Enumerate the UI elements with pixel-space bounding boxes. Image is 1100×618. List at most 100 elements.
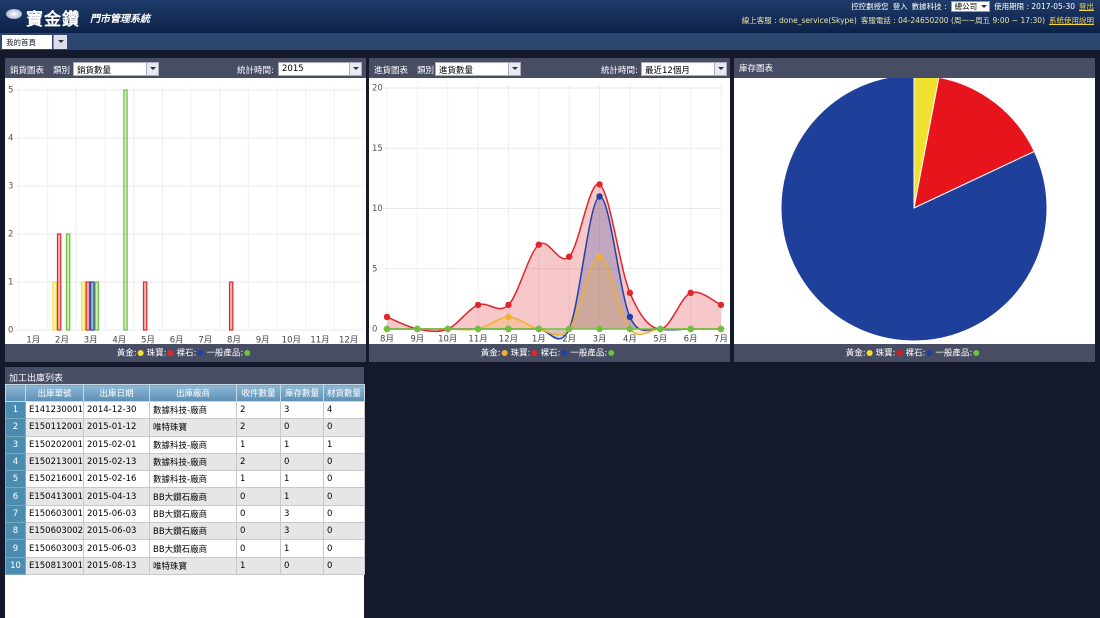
table-row[interactable]: 8 E150603002 2015-06-03 BB大鑽石廠商 0 3 0 xyxy=(5,522,365,541)
table-row[interactable]: 1 E141230001 2014-12-30 數據科技-廠商 2 3 4 xyxy=(5,400,365,420)
bar xyxy=(81,281,86,331)
x-tick-label: 1月 xyxy=(26,336,40,346)
y-tick-label: 5 xyxy=(372,264,377,274)
cell: 2015-06-03 xyxy=(83,504,150,524)
point xyxy=(444,325,451,333)
tab[interactable]: 我的首頁 xyxy=(2,35,52,49)
cell: 0 xyxy=(236,487,281,506)
cell: 2 xyxy=(236,418,281,437)
table-row[interactable]: 10 E150813001 2015-08-13 唯特珠寶 1 0 0 xyxy=(5,556,365,575)
point xyxy=(505,301,512,309)
header-cell: 庫存數量 xyxy=(280,384,324,402)
legend-dot xyxy=(531,350,538,356)
cell: E150413001 xyxy=(25,487,84,506)
y-tick-label: 5 xyxy=(8,86,13,96)
cell: 1 xyxy=(236,556,281,575)
point xyxy=(626,325,634,333)
table-row[interactable]: 4 E150213001 2015-02-13 數據科技-廠商 2 0 0 xyxy=(5,452,365,472)
cell: 2015-04-13 xyxy=(83,487,150,506)
table-panel: 加工出庫列表 出庫單號 出庫日期 出庫廠商 收件數量 庫存數量 材貨數量 1 E141230… xyxy=(5,367,365,618)
point xyxy=(596,193,603,200)
panel-title: 進貨圖表 xyxy=(374,66,409,76)
cell: E150813001 xyxy=(25,556,84,575)
point xyxy=(383,325,391,333)
cell: 1 xyxy=(280,435,324,454)
time-select[interactable]: 2015 xyxy=(278,62,362,76)
point xyxy=(535,241,543,248)
legend-label: 黃金: xyxy=(481,348,501,359)
filter-label: 類別 xyxy=(53,66,71,76)
cell: E150213001 xyxy=(25,452,84,472)
x-tick-label: 10月 xyxy=(282,336,301,346)
x-tick-label: 8月 xyxy=(380,335,394,345)
point xyxy=(474,325,482,333)
bar xyxy=(56,233,62,331)
legend-dot xyxy=(197,350,204,356)
table-row[interactable]: 5 E150216001 2015-02-16 數據科技-廠商 1 1 0 xyxy=(5,470,365,489)
y-tick-label: 20 xyxy=(372,84,383,94)
table-row[interactable]: 9 E150603003 2015-06-03 BB大鑽石廠商 0 1 0 xyxy=(5,539,365,558)
cell: 0 xyxy=(236,539,281,558)
cell: E150112001 xyxy=(25,418,84,437)
bar xyxy=(228,281,234,331)
cell: 數據科技-廠商 xyxy=(149,452,237,472)
table-row[interactable]: 2 E150112001 2015-01-12 唯特珠寶 2 0 0 xyxy=(5,418,365,437)
purchase-panel: 進貨圖表 類別 進貨數量 統計時間: 最近12個月 0 5 10 15 20 8月 9月 10… xyxy=(369,58,730,362)
cell: 2 xyxy=(236,452,281,472)
plot-background xyxy=(369,78,730,344)
x-tick-label: 3月 xyxy=(84,336,98,346)
row-number: 5 xyxy=(5,470,26,489)
time-label: 統計時間: xyxy=(601,66,638,76)
cell: 3 xyxy=(280,504,324,524)
cell: 4 xyxy=(323,400,365,420)
filter-select[interactable]: 進貨數量 xyxy=(435,62,521,76)
cell: 2015-02-16 xyxy=(83,470,150,489)
sales-panel: 銷貨圖表 類別 銷貨數量 統計時間: 2015 0 1 2 3 4 5 1月 2月 3月 4月 5月… xyxy=(5,58,366,362)
x-tick-label: 7月 xyxy=(198,336,212,346)
table-row[interactable]: 7 E150603001 2015-06-03 BB大鑽石廠商 0 3 0 xyxy=(5,504,365,524)
x-tick-label: 5月 xyxy=(653,335,667,345)
manual-link[interactable]: 系統使用說明 xyxy=(1049,16,1094,25)
x-tick-label: 8月 xyxy=(227,336,241,346)
cell: 0 xyxy=(280,452,324,472)
cell: 2015-01-12 xyxy=(83,418,150,437)
y-tick-label: 15 xyxy=(372,144,383,154)
support-info: 線上客服 : done_service(Skype) 客服電話 : 04-246… xyxy=(742,15,1094,26)
cell: 3 xyxy=(280,522,324,541)
user-info: 控控劃授您 登入 數據科技 : 總公司 使用期限 : 2017-05-30 登出 xyxy=(851,1,1094,12)
header-cell: 出庫日期 xyxy=(83,384,150,402)
time-select[interactable]: 最近12個月 xyxy=(641,62,727,76)
legend-label: 一般產品: xyxy=(935,348,972,359)
point xyxy=(596,181,603,188)
legend-dot xyxy=(926,350,933,356)
legend-label: 珠寶: xyxy=(876,348,896,359)
system-name: 門市管理系統 xyxy=(90,14,150,25)
support: 線上客服 : done_service(Skype) xyxy=(741,16,857,25)
cell: 0 xyxy=(323,418,365,437)
table-row[interactable]: 6 E150413001 2015-04-13 BB大鑽石廠商 0 1 0 xyxy=(5,487,365,506)
y-tick-label: 0 xyxy=(372,325,377,335)
point xyxy=(626,289,634,297)
cell: 0 xyxy=(323,504,365,524)
point xyxy=(717,301,725,309)
tab-menu[interactable] xyxy=(53,35,67,49)
legend-dot xyxy=(896,350,903,356)
x-tick-label: 7月 xyxy=(714,335,728,345)
branch-select[interactable]: 總公司 xyxy=(950,1,991,12)
cell: 2015-08-13 xyxy=(83,556,150,575)
cell: E150216001 xyxy=(25,470,84,489)
logout-link[interactable]: 登出 xyxy=(1079,2,1094,11)
x-tick-label: 11月 xyxy=(468,335,487,345)
cell: 2015-06-03 xyxy=(83,539,150,558)
legend-dot xyxy=(866,350,873,356)
legend-dot xyxy=(244,350,251,356)
header-cell: 收件數量 xyxy=(236,384,281,402)
cell: 唯特珠寶 xyxy=(149,556,237,575)
row-number: 8 xyxy=(5,522,26,541)
cell: BB大鑽石廠商 xyxy=(149,522,237,541)
point xyxy=(687,289,694,297)
filter-select[interactable]: 銷貨數量 xyxy=(73,62,159,76)
table-row[interactable]: 3 E150202001 2015-02-01 數據科技-廠商 1 1 1 xyxy=(5,435,365,454)
legend-label: 珠寶: xyxy=(147,348,167,359)
